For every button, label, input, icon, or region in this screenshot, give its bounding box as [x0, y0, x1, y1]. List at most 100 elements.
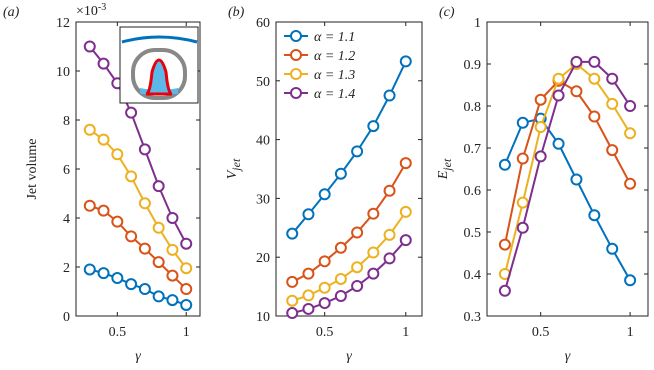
y-axis-label-main: Jet volume [25, 138, 40, 199]
axes-frame [486, 21, 649, 317]
legend-label: α = 1.1 [314, 30, 355, 45]
data-point [83, 123, 96, 136]
y-tick-label: 10 [56, 65, 70, 80]
data-point [588, 55, 601, 68]
data-point [351, 280, 364, 293]
y-tick-label: 4 [63, 212, 70, 227]
y-axis-label-main: V [225, 169, 240, 179]
data-point [125, 170, 138, 183]
data-point [624, 100, 637, 112]
y-axis-label-sub: jet [440, 158, 454, 173]
legend-marker [290, 87, 302, 99]
data-point [318, 281, 331, 294]
data-point [383, 252, 396, 265]
axes-frame [275, 21, 423, 317]
data-point [180, 262, 193, 275]
panel: 0.3 0.4 0.5 0.6 0.7 0.8 0.9 1 0.5 1 γ Ejet (c) [436, 5, 649, 364]
panel: 0 2 4 6 8 10 12 0.5 1 γ Jet volume (a) ×10-3 [3, 2, 201, 364]
data-point [111, 272, 124, 285]
data-point [334, 167, 347, 180]
data-point [286, 275, 299, 288]
data-point [498, 238, 511, 251]
data-point [367, 267, 380, 280]
data-point [334, 272, 347, 285]
data-point [570, 55, 583, 68]
data-point [83, 40, 96, 53]
data-point [318, 297, 331, 310]
data-point [367, 120, 380, 133]
data-point [351, 261, 364, 274]
y-tick-label: 2 [63, 261, 70, 276]
legend-label: α = 1.2 [314, 49, 355, 64]
data-point [302, 267, 315, 280]
data-point [138, 197, 151, 210]
data-point [534, 150, 547, 163]
data-point [606, 242, 619, 255]
data-point [97, 267, 110, 280]
y-axis-label-sub: jet [229, 158, 243, 173]
legend-marker [290, 30, 302, 42]
series-line [503, 60, 631, 292]
data-point [606, 97, 619, 110]
data-point [166, 243, 179, 256]
data-point [399, 205, 412, 218]
x-tick-label: 1 [627, 325, 634, 340]
panel-label: (c) [439, 5, 455, 20]
y-tick-label: 0.3 [464, 310, 482, 325]
y-tick-label: 0 [63, 310, 70, 325]
panel-label: (a) [3, 5, 20, 20]
data-point [516, 116, 529, 129]
legend-marker [290, 49, 302, 61]
x-axis-label: γ [346, 349, 352, 364]
x-tick-label: 0.5 [316, 325, 334, 340]
data-point [534, 93, 547, 106]
data-point [606, 72, 619, 85]
inset-icon [119, 26, 199, 104]
data-point [97, 133, 110, 146]
legend-label: α = 1.3 [314, 68, 355, 83]
data-point [83, 263, 96, 276]
data-point [570, 85, 583, 98]
data-point [125, 278, 138, 291]
data-point [334, 241, 347, 254]
y-tick-label: 0.6 [464, 184, 482, 199]
data-point [318, 255, 331, 268]
series-line [503, 62, 631, 275]
data-point [399, 234, 412, 247]
data-point [351, 145, 364, 158]
data-point [334, 290, 347, 303]
data-point [180, 283, 193, 296]
y-tick-label: 0.9 [464, 58, 482, 73]
data-point [83, 199, 96, 212]
data-point [286, 227, 299, 240]
data-point [166, 294, 179, 307]
data-point [125, 230, 138, 243]
data-point [570, 173, 583, 186]
data-point [624, 127, 637, 140]
y-tick-label: 40 [256, 134, 270, 149]
data-point [351, 226, 364, 239]
data-point [516, 221, 529, 234]
data-point [516, 196, 529, 209]
data-point [552, 137, 565, 150]
data-point [166, 269, 179, 282]
data-point [180, 237, 193, 250]
x-tick-label: 0.5 [109, 325, 127, 340]
data-point [624, 274, 637, 287]
data-point [166, 212, 179, 224]
data-point [97, 57, 110, 70]
y-tick-label: 6 [63, 163, 70, 178]
data-point [302, 208, 315, 221]
data-point [302, 289, 315, 302]
y-multiplier-base: ×10 [76, 4, 98, 19]
y-tick-label: 1 [474, 16, 481, 31]
data-point [399, 157, 412, 170]
data-point [152, 256, 165, 269]
data-point [588, 72, 601, 85]
x-axis-label: γ [135, 349, 141, 364]
data-point [399, 55, 412, 68]
y-tick-label: 12 [56, 16, 70, 31]
data-point [152, 221, 165, 234]
data-point [516, 152, 529, 165]
